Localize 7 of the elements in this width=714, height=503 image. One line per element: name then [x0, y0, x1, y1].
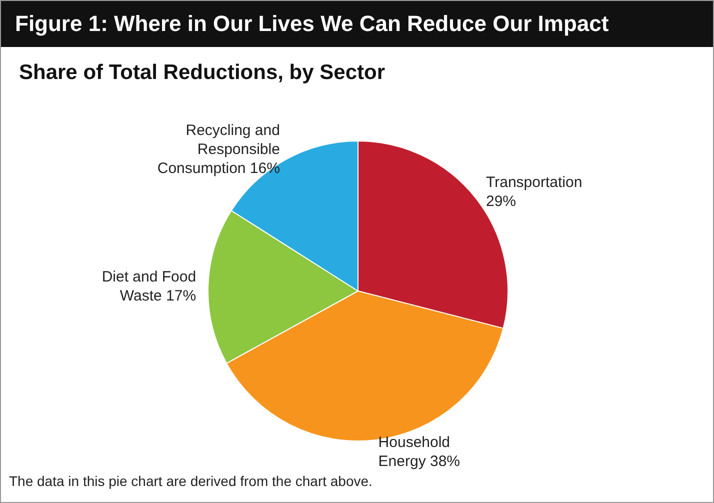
slice-label: Diet and Food Waste 17%	[102, 268, 196, 304]
text: The data in this pie chart are derived from the chart above.	[9, 473, 372, 489]
slice-label: Transportation	[486, 174, 582, 192]
data-label: 29%	[486, 193, 516, 210]
chart-subtitle: Share of Total Reductions, by Sector	[18, 60, 386, 85]
chart-title: Figure 1: Where in Our Lives We Can Reduce Our Impact	[1, 1, 713, 47]
slice-label: Household Energy 38%	[378, 434, 460, 470]
